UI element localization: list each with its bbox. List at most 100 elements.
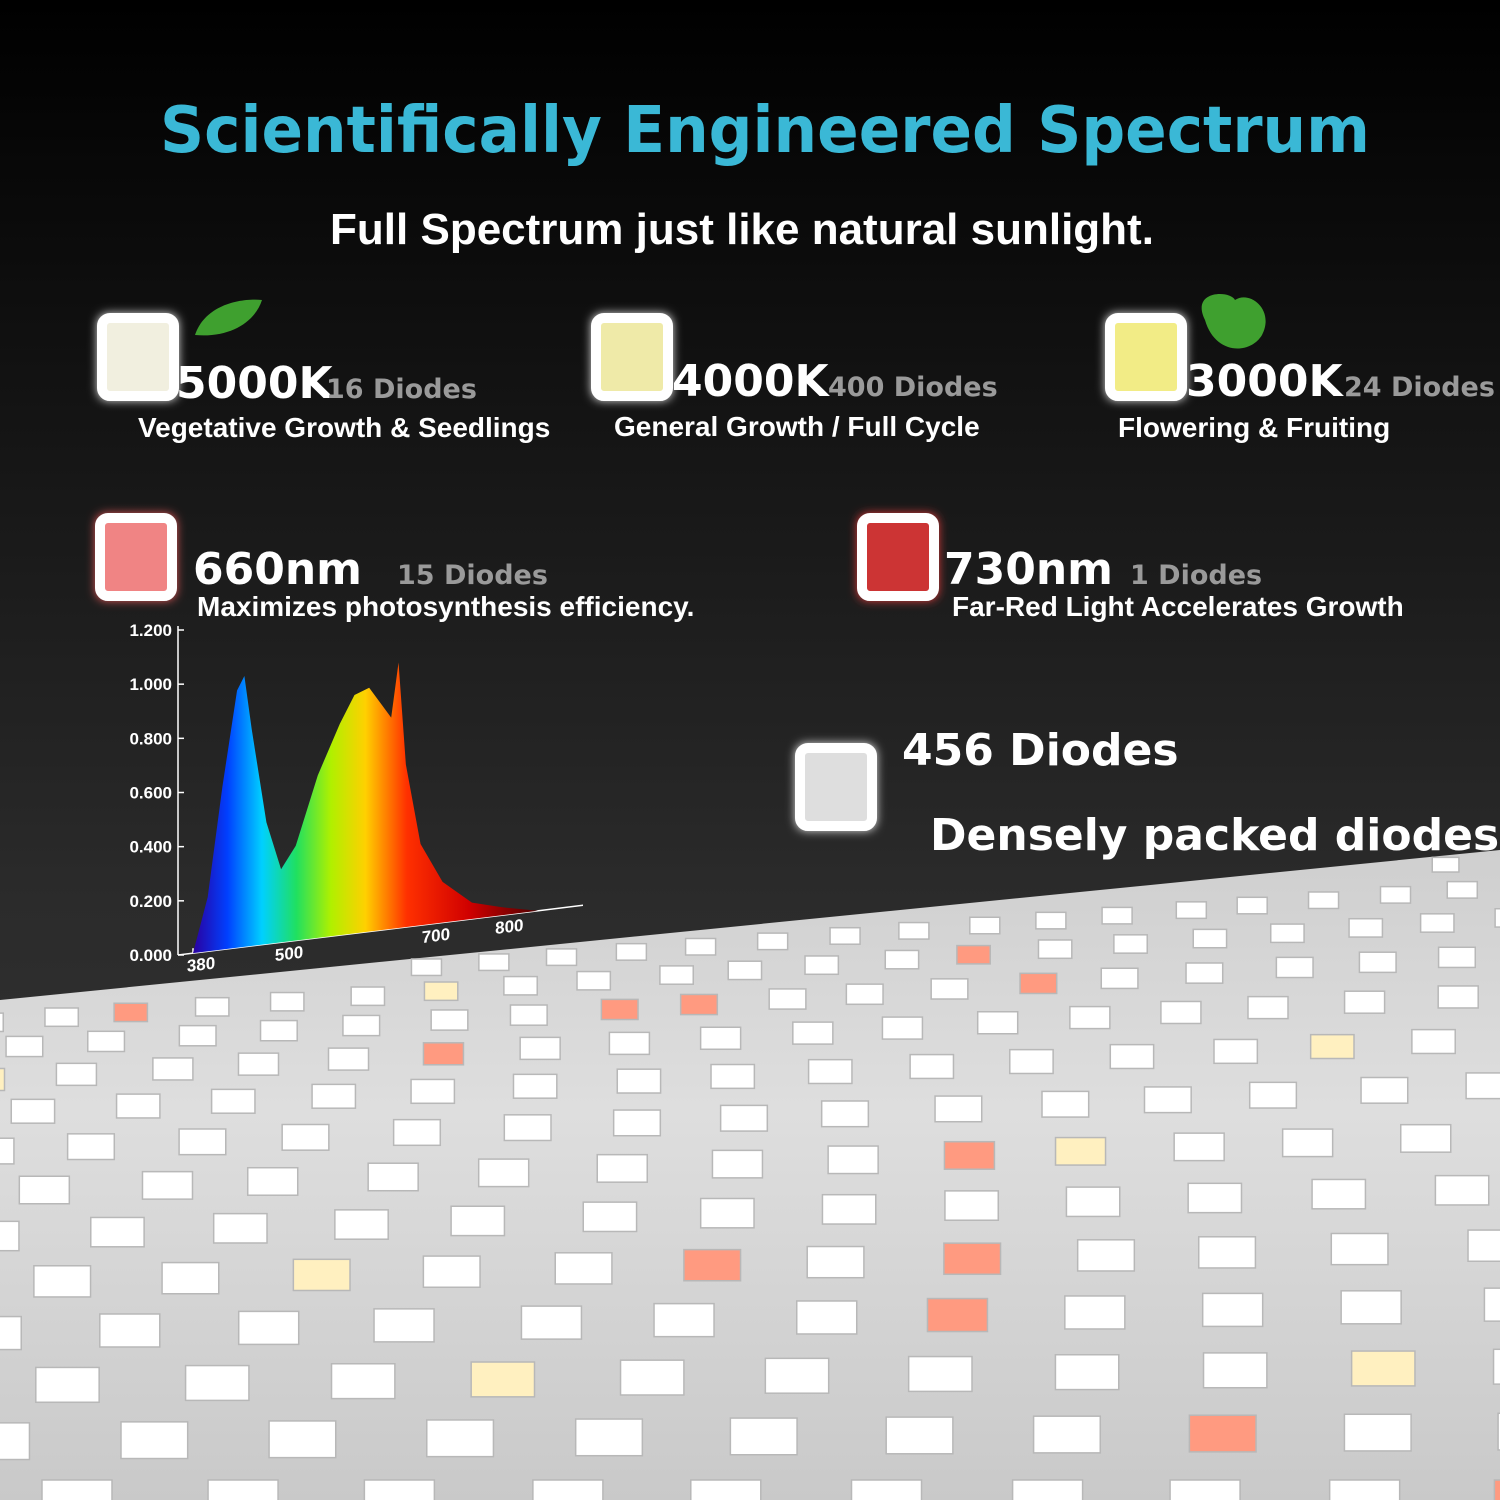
- led: [1247, 995, 1289, 1020]
- led: [1494, 907, 1500, 928]
- diode-count: 456 Diodes: [902, 725, 1179, 776]
- led: [292, 1258, 351, 1292]
- led: [1379, 885, 1412, 904]
- led: [470, 1361, 536, 1398]
- led: [612, 1109, 662, 1137]
- led: [1358, 951, 1397, 974]
- led: [410, 1078, 456, 1105]
- led: [1309, 1033, 1355, 1060]
- led: [1041, 1090, 1090, 1118]
- diode-swatch: [591, 313, 673, 401]
- led: [1100, 967, 1139, 990]
- led: [99, 1313, 161, 1348]
- led: [1037, 939, 1073, 960]
- led: [1188, 1414, 1257, 1453]
- spectrum-chart: 0.000 0.200 0.400 0.600 0.800 1.000 1.200 380 50…: [129, 621, 583, 976]
- diode-swatch: [795, 743, 877, 831]
- led: [426, 1419, 495, 1458]
- led: [141, 1170, 194, 1200]
- led: [827, 1145, 879, 1175]
- led: [5, 1035, 44, 1058]
- led: [806, 1245, 865, 1279]
- led: [327, 1047, 370, 1071]
- led: [582, 1201, 638, 1233]
- led: [87, 1030, 126, 1053]
- led: [1269, 923, 1305, 944]
- diode-description: Densely packed diodes: [930, 810, 1499, 861]
- led: [1437, 985, 1479, 1009]
- led: [422, 1255, 481, 1288]
- diode-description: Far-Red Light Accelerates Growth: [952, 591, 1404, 622]
- led: [478, 953, 510, 972]
- led: [212, 1212, 268, 1244]
- led: [829, 926, 861, 945]
- led: [1350, 1350, 1416, 1387]
- led: [1173, 1132, 1225, 1162]
- led: [363, 1479, 436, 1500]
- led: [898, 921, 930, 940]
- led: [477, 1158, 530, 1188]
- diode-description: Vegetative Growth & Seedlings: [138, 412, 550, 443]
- led: [684, 937, 717, 956]
- y-tick-label: 1.000: [129, 675, 172, 694]
- led: [1493, 1479, 1500, 1500]
- led: [956, 944, 991, 965]
- led: [367, 1162, 419, 1192]
- led: [821, 1193, 877, 1225]
- led: [690, 1479, 762, 1500]
- led: [422, 1042, 465, 1066]
- led: [1011, 1479, 1084, 1500]
- diode-description: General Growth / Full Cycle: [614, 411, 980, 442]
- led: [342, 1014, 381, 1037]
- led: [820, 1100, 870, 1128]
- led: [178, 1024, 217, 1047]
- led: [1275, 956, 1314, 979]
- led: [1202, 1352, 1268, 1389]
- led: [281, 1123, 330, 1151]
- x-tick-label: 700: [422, 925, 450, 947]
- y-tick-label: 1.200: [129, 621, 172, 640]
- led: [1054, 1353, 1120, 1391]
- led: [926, 1297, 989, 1333]
- led: [1465, 1072, 1500, 1100]
- led: [729, 1417, 798, 1456]
- led: [1201, 1292, 1264, 1328]
- led: [719, 1104, 769, 1132]
- led: [350, 986, 386, 1007]
- diode-description: Flowering & Fruiting: [1118, 412, 1390, 443]
- led: [679, 993, 719, 1016]
- led: [0, 1315, 22, 1351]
- led: [943, 1140, 996, 1170]
- led-dots: [0, 856, 1500, 1500]
- led: [845, 983, 884, 1006]
- led: [1185, 962, 1224, 984]
- led: [311, 1083, 357, 1109]
- led: [1064, 1295, 1126, 1330]
- diode-count: 1 Diodes: [1130, 560, 1262, 591]
- led: [1497, 1412, 1500, 1451]
- led: [55, 1062, 98, 1087]
- y-tick-label: 0.600: [129, 784, 172, 803]
- led: [423, 981, 459, 1002]
- led: [503, 1114, 552, 1142]
- led: [907, 1355, 973, 1393]
- diode-swatch: [97, 313, 179, 401]
- led: [10, 1098, 56, 1124]
- led: [1101, 906, 1133, 925]
- led: [1035, 911, 1067, 930]
- led: [1169, 1479, 1241, 1500]
- led: [152, 1057, 194, 1081]
- led: [1069, 1005, 1111, 1030]
- led: [554, 1252, 613, 1285]
- led: [756, 932, 789, 951]
- led: [576, 970, 612, 991]
- led: [1434, 1174, 1490, 1206]
- led: [334, 1209, 389, 1240]
- x-tick-label: 380: [187, 953, 215, 975]
- led: [178, 1128, 227, 1156]
- led: [976, 1010, 1019, 1035]
- led: [1019, 972, 1058, 995]
- diode-count: 16 Diodes: [326, 374, 477, 405]
- led: [450, 1205, 506, 1237]
- led: [430, 1009, 469, 1031]
